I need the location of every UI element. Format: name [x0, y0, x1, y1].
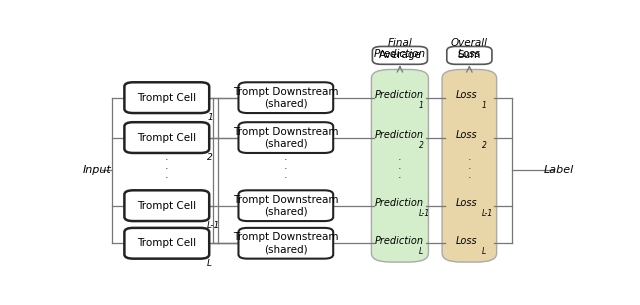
Text: Prediction: Prediction — [374, 130, 424, 140]
Text: L-1: L-1 — [482, 209, 493, 218]
Text: Prediction: Prediction — [374, 198, 424, 208]
Text: Prediction: Prediction — [374, 236, 424, 246]
Text: Loss: Loss — [456, 130, 477, 140]
Text: Trompt Cell: Trompt Cell — [137, 201, 196, 211]
Text: L: L — [207, 259, 212, 268]
Text: 2: 2 — [419, 141, 424, 150]
Text: 1: 1 — [482, 101, 486, 110]
Text: 2: 2 — [482, 141, 486, 150]
FancyBboxPatch shape — [442, 70, 497, 262]
Text: Loss: Loss — [456, 236, 477, 246]
Text: 1: 1 — [419, 101, 424, 110]
Text: Sum: Sum — [458, 50, 481, 60]
Text: Final
Prediction: Final Prediction — [374, 38, 426, 59]
Text: ·
·
·: · · · — [468, 155, 471, 184]
Text: Trompt Downstream
(shared): Trompt Downstream (shared) — [233, 195, 339, 217]
Text: Trompt Cell: Trompt Cell — [137, 238, 196, 248]
FancyBboxPatch shape — [239, 190, 333, 221]
Text: 1: 1 — [207, 113, 213, 122]
FancyBboxPatch shape — [239, 82, 333, 113]
Text: Trompt Downstream
(shared): Trompt Downstream (shared) — [233, 232, 339, 254]
Text: Loss: Loss — [456, 198, 477, 208]
Text: Prediction: Prediction — [374, 90, 424, 100]
Text: ·
·
·: · · · — [398, 155, 402, 184]
Text: Label: Label — [543, 166, 573, 175]
Text: L-1: L-1 — [419, 209, 430, 218]
FancyBboxPatch shape — [124, 82, 209, 113]
Text: Trompt Cell: Trompt Cell — [137, 93, 196, 103]
Text: L: L — [419, 247, 423, 256]
Text: ·
·
·: · · · — [284, 155, 287, 184]
FancyBboxPatch shape — [239, 122, 333, 153]
Text: Trompt Downstream
(shared): Trompt Downstream (shared) — [233, 87, 339, 109]
FancyBboxPatch shape — [447, 46, 492, 64]
Text: Trompt Downstream
(shared): Trompt Downstream (shared) — [233, 127, 339, 149]
FancyBboxPatch shape — [124, 228, 209, 259]
FancyBboxPatch shape — [124, 190, 209, 221]
FancyBboxPatch shape — [124, 122, 209, 153]
Text: 2: 2 — [207, 153, 213, 162]
Text: Overall
Loss: Overall Loss — [451, 38, 488, 59]
Text: Average: Average — [378, 50, 421, 60]
Text: Trompt Cell: Trompt Cell — [137, 133, 196, 142]
Text: ·
·
·: · · · — [165, 155, 168, 184]
Text: L-1: L-1 — [207, 221, 220, 230]
Text: Loss: Loss — [456, 90, 477, 100]
FancyBboxPatch shape — [239, 228, 333, 259]
Text: Input: Input — [83, 166, 111, 175]
FancyBboxPatch shape — [372, 46, 428, 64]
Text: L: L — [482, 247, 486, 256]
FancyBboxPatch shape — [371, 70, 428, 262]
